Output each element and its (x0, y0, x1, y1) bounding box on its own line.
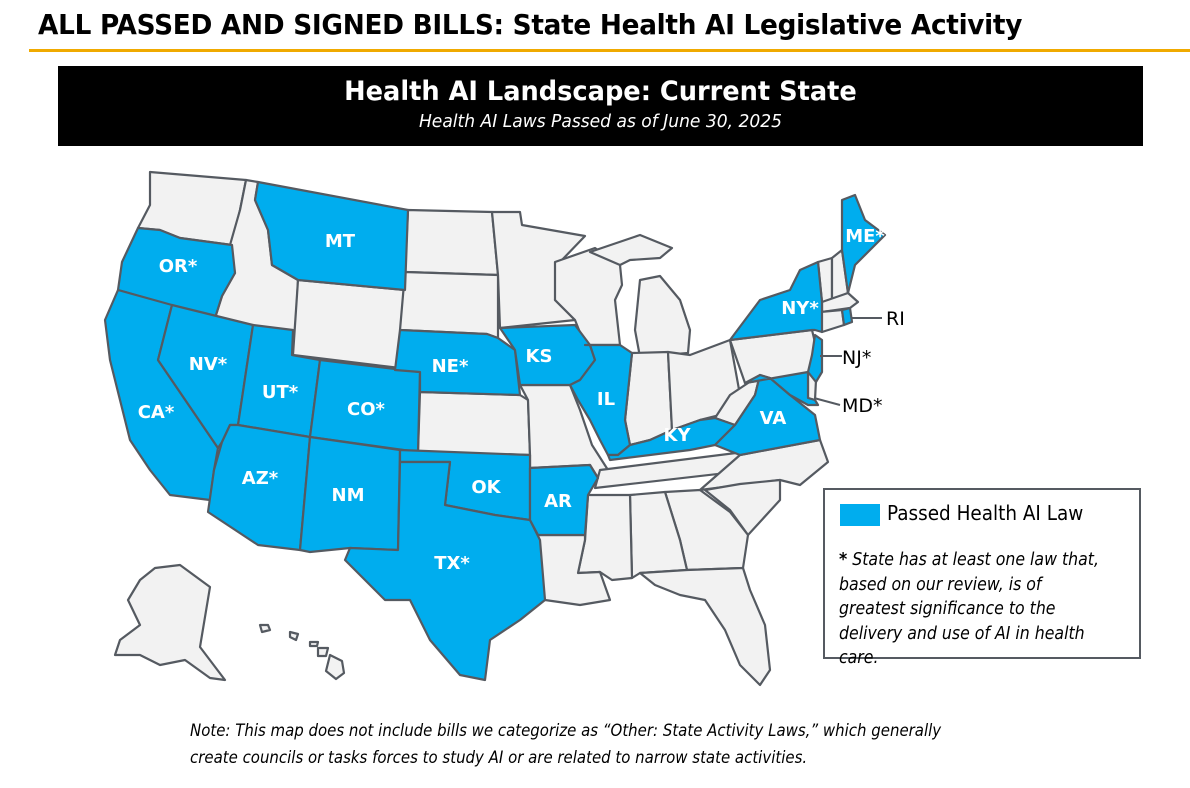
map-legend: Passed Health AI Law * State has at leas… (823, 488, 1141, 668)
label-or: OR* (159, 256, 198, 277)
label-va: VA (760, 408, 787, 429)
state-ks (416, 390, 532, 457)
state-ne (393, 328, 522, 397)
state-ny (728, 260, 824, 342)
map-banner: Health AI Landscape: Current State Healt… (58, 66, 1143, 146)
label-md: MD* (842, 395, 883, 417)
callout-line-md (813, 397, 841, 406)
state-ak (113, 563, 227, 682)
label-ca: CA* (138, 402, 175, 423)
state-il (568, 343, 634, 457)
state-sd (398, 270, 500, 340)
label-ks: KS (526, 346, 553, 367)
state-mi (588, 233, 692, 359)
state-ct (818, 308, 846, 334)
legend-note-asterisk: * (839, 550, 848, 570)
banner-subtitle: Health AI Laws Passed as of June 30, 202… (418, 111, 783, 132)
legend-swatch-passed (840, 504, 880, 526)
state-wy (291, 278, 407, 370)
state-mt (253, 180, 410, 292)
label-co: CO* (347, 399, 386, 420)
state-ri (840, 306, 854, 327)
footnote: Note: This map does not include bills we… (190, 721, 942, 768)
state-nd (403, 208, 500, 277)
state-md (743, 370, 820, 407)
state-tx (343, 460, 547, 682)
label-ne: NE* (432, 356, 469, 377)
state-va (713, 373, 822, 457)
state-fl (638, 566, 772, 687)
state-sc (703, 478, 782, 537)
legend-note-text: State has at least one law that, based o… (839, 550, 1099, 668)
state-ar (528, 463, 600, 537)
label-ar: AR (544, 491, 572, 512)
state-nj (806, 333, 824, 384)
label-il: IL (597, 389, 615, 410)
label-ky: KY (664, 425, 692, 446)
label-tx: TX* (434, 553, 470, 574)
label-nj: NJ* (842, 347, 871, 369)
label-me: ME* (845, 226, 885, 247)
label-ok: OK (471, 477, 501, 498)
state-me (840, 193, 887, 295)
label-ny: NY* (781, 298, 819, 319)
label-nm: NM (332, 485, 365, 506)
title-divider (29, 49, 1190, 52)
label-mt: MT (325, 231, 356, 252)
banner-title: Health AI Landscape: Current State (344, 76, 857, 107)
state-hi (258, 623, 346, 681)
legend-note: * State has at least one law that, based… (839, 548, 1109, 671)
label-nv: NV* (189, 354, 228, 375)
page-title: ALL PASSED AND SIGNED BILLS: State Healt… (38, 8, 1023, 41)
state-or (116, 226, 237, 320)
label-ut: UT* (262, 382, 299, 403)
legend-label-passed: Passed Health AI Law (887, 501, 1084, 525)
label-az: AZ* (242, 468, 279, 489)
label-ri: RI (886, 308, 905, 330)
